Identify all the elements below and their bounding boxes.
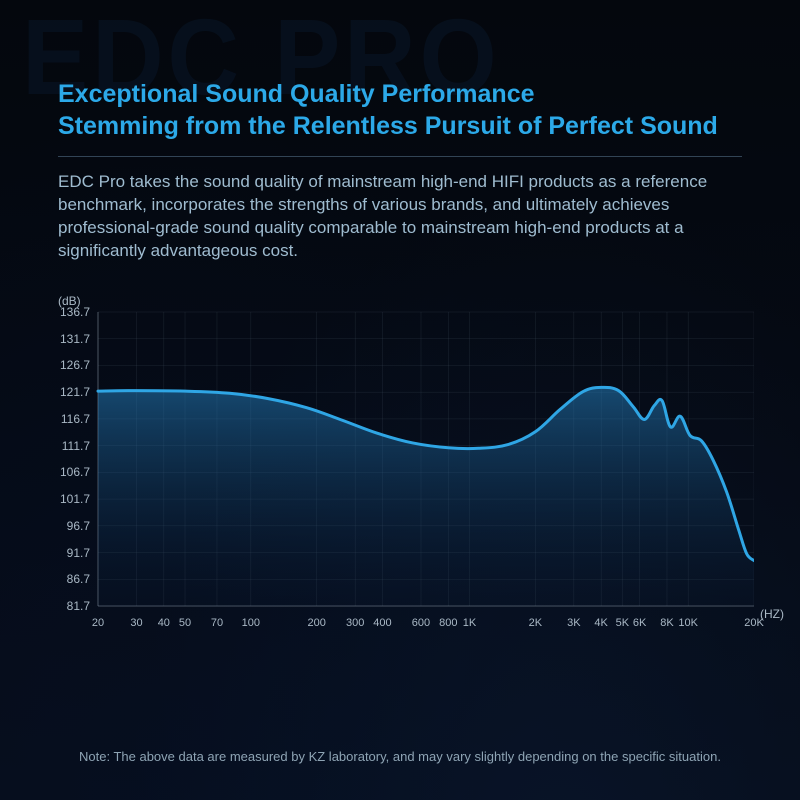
y-tick-label: 111.7 xyxy=(54,439,90,453)
y-tick-label: 116.7 xyxy=(54,412,90,426)
headline-line-1: Exceptional Sound Quality Performance xyxy=(58,80,535,108)
body-paragraph: EDC Pro takes the sound quality of mains… xyxy=(58,171,742,263)
x-tick-label: 600 xyxy=(412,617,430,629)
x-tick-label: 40 xyxy=(158,617,170,629)
x-tick-label: 1K xyxy=(463,617,476,629)
frequency-response-chart: (dB) (HZ) 136.7131.7126.7121.7116.7111.7… xyxy=(58,300,754,635)
y-tick-label: 131.7 xyxy=(54,332,90,346)
y-tick-label: 91.7 xyxy=(54,546,90,560)
x-tick-label: 6K xyxy=(633,617,646,629)
page: EDC PRO Exceptional Sound Quality Perfor… xyxy=(0,0,800,800)
chart-area-fill xyxy=(98,387,754,606)
y-tick-label: 101.7 xyxy=(54,492,90,506)
x-tick-label: 3K xyxy=(567,617,580,629)
x-tick-label: 300 xyxy=(346,617,364,629)
y-tick-label: 81.7 xyxy=(54,599,90,613)
x-tick-label: 10K xyxy=(678,617,698,629)
y-tick-label: 121.7 xyxy=(54,385,90,399)
x-tick-label: 2K xyxy=(529,617,542,629)
x-tick-label: 800 xyxy=(439,617,457,629)
x-tick-label: 20K xyxy=(744,617,764,629)
x-tick-label: 100 xyxy=(242,617,260,629)
y-tick-label: 126.7 xyxy=(54,358,90,372)
footnote: Note: The above data are measured by KZ … xyxy=(0,749,800,764)
x-tick-label: 400 xyxy=(373,617,391,629)
y-tick-label: 136.7 xyxy=(54,305,90,319)
x-tick-label: 50 xyxy=(179,617,191,629)
x-tick-label: 200 xyxy=(307,617,325,629)
x-tick-label: 8K xyxy=(660,617,673,629)
text-block: Exceptional Sound Quality Performance St… xyxy=(58,78,742,263)
headline-line-2: Stemming from the Relentless Pursuit of … xyxy=(58,112,718,140)
x-tick-label: 70 xyxy=(211,617,223,629)
y-tick-label: 106.7 xyxy=(54,465,90,479)
x-tick-label: 20 xyxy=(92,617,104,629)
y-tick-label: 96.7 xyxy=(54,519,90,533)
chart-plot xyxy=(58,300,754,635)
headline: Exceptional Sound Quality Performance St… xyxy=(58,78,742,157)
y-tick-label: 86.7 xyxy=(54,572,90,586)
x-tick-label: 5K xyxy=(616,617,629,629)
x-tick-label: 4K xyxy=(594,617,607,629)
x-tick-label: 30 xyxy=(130,617,142,629)
